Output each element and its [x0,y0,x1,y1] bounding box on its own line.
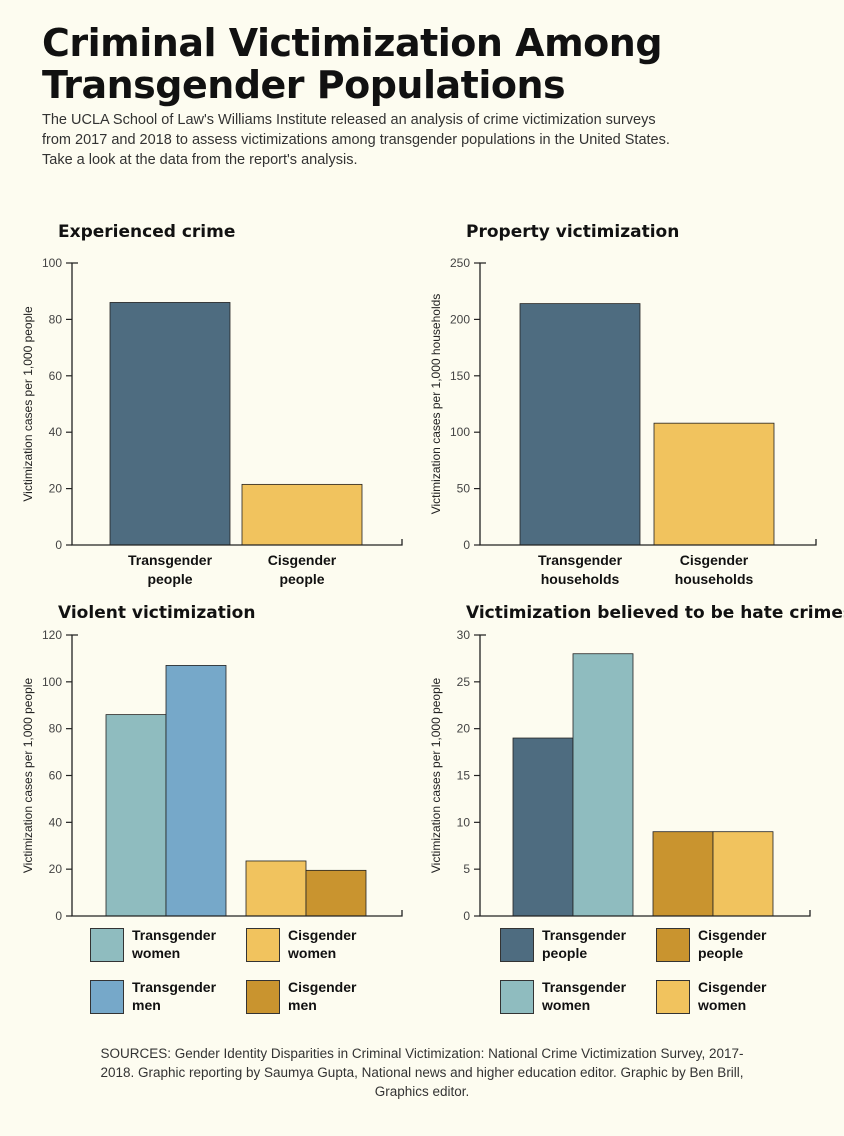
y-tick-label: 100 [450,425,470,439]
y-tick-label: 20 [49,862,63,876]
y-tick-label: 30 [457,628,471,642]
legend-item: Transgender women [500,979,660,1014]
bar [653,422,775,546]
y-axis-label: Victimization cases per 1,000 people [21,306,35,502]
y-tick-label: 100 [42,256,62,270]
legend-label: Transgender men [132,979,217,1013]
legend-label: Cisgender women [288,927,357,961]
legend-item: Transgender women [90,927,250,962]
legend-swatch [90,980,124,1014]
chart-hate-crimes: Victimization believed to be hate crimes… [418,598,844,923]
y-axis-label: Victimization cases per 1,000 people [429,678,443,874]
legend-label: Cisgender men [288,979,357,1013]
legend-label: Transgender women [132,927,217,961]
bar [652,831,714,917]
bar [165,665,227,917]
bar [305,869,367,917]
legend-label: Cisgender people [698,927,767,961]
legend-item: Transgender people [500,927,660,962]
bar [512,737,574,917]
chart-title: Experienced crime [58,222,235,242]
bar [109,302,231,546]
category-label: Transgender households [538,552,623,587]
y-tick-label: 0 [55,538,62,552]
y-tick-label: 20 [457,722,471,736]
bar [712,831,774,917]
y-tick-label: 80 [49,722,63,736]
y-tick-label: 50 [457,482,471,496]
bar [572,653,634,917]
y-tick-label: 20 [49,482,63,496]
y-tick-label: 15 [457,769,471,783]
y-axis-label: Victimization cases per 1,000 people [21,678,35,874]
chart-svg: Property victimization Victimization case… [429,222,817,587]
legend-label: Cisgender women [698,979,767,1013]
legend-swatch [500,928,534,962]
legend-violent-victimization: Transgender women Cisgender women Transgen… [90,927,420,1018]
legend-swatch [246,980,280,1014]
chart-violent-victimization: Violent victimization Victimization cases… [10,598,430,923]
y-tick-label: 10 [457,815,471,829]
y-tick-label: 40 [49,425,63,439]
legend-item: Cisgender women [246,927,406,962]
category-label: Transgender people [128,552,213,587]
legend-swatch [90,928,124,962]
bar [519,303,641,546]
y-tick-label: 60 [49,369,63,383]
y-tick-label: 25 [457,675,471,689]
y-tick-label: 250 [450,256,470,270]
y-tick-label: 40 [49,815,63,829]
legend-label: Transgender women [542,979,627,1013]
bar [245,860,307,917]
y-axis-label: Victimization cases per 1,000 households [429,294,443,515]
bar [241,483,363,546]
chart-title: Property victimization [466,222,679,242]
legend-item: Cisgender men [246,979,406,1014]
legend-item: Cisgender women [656,979,816,1014]
chart-property-victimization: Property victimization Victimization case… [418,215,838,587]
chart-svg: Violent victimization Victimization cases… [21,603,403,923]
category-label: Cisgender people [268,552,337,587]
y-tick-label: 200 [450,312,470,326]
sources-text: SOURCES: Gender Identity Disparities in … [100,1046,744,1099]
page-title: Criminal Victimization Among Transgender… [42,21,663,107]
chart-svg: Victimization believed to be hate crimes… [429,603,844,923]
chart-title: Victimization believed to be hate crimes [466,603,844,623]
chart-experienced-crime: Experienced crime Victimization cases per… [10,215,430,587]
y-tick-label: 150 [450,369,470,383]
y-tick-label: 5 [463,862,470,876]
y-tick-label: 120 [42,628,62,642]
y-tick-label: 60 [49,769,63,783]
legend-swatch [246,928,280,962]
legend-swatch [656,980,690,1014]
category-label: Cisgender households [675,552,754,587]
legend-swatch [656,928,690,962]
legend-hate-crimes: Transgender people Cisgender people Transg… [500,927,830,1018]
y-tick-label: 0 [55,909,62,923]
legend-swatch [500,980,534,1014]
bar [105,714,167,917]
intro-text: The UCLA School of Law's Williams Instit… [42,112,670,168]
y-tick-label: 0 [463,909,470,923]
y-tick-label: 0 [463,538,470,552]
legend-item: Cisgender people [656,927,816,962]
chart-title: Violent victimization [58,603,255,623]
y-tick-label: 100 [42,675,62,689]
legend-item: Transgender men [90,979,250,1014]
chart-svg: Experienced crime Victimization cases per… [21,222,403,587]
legend-label: Transgender people [542,927,627,961]
y-tick-label: 80 [49,312,63,326]
